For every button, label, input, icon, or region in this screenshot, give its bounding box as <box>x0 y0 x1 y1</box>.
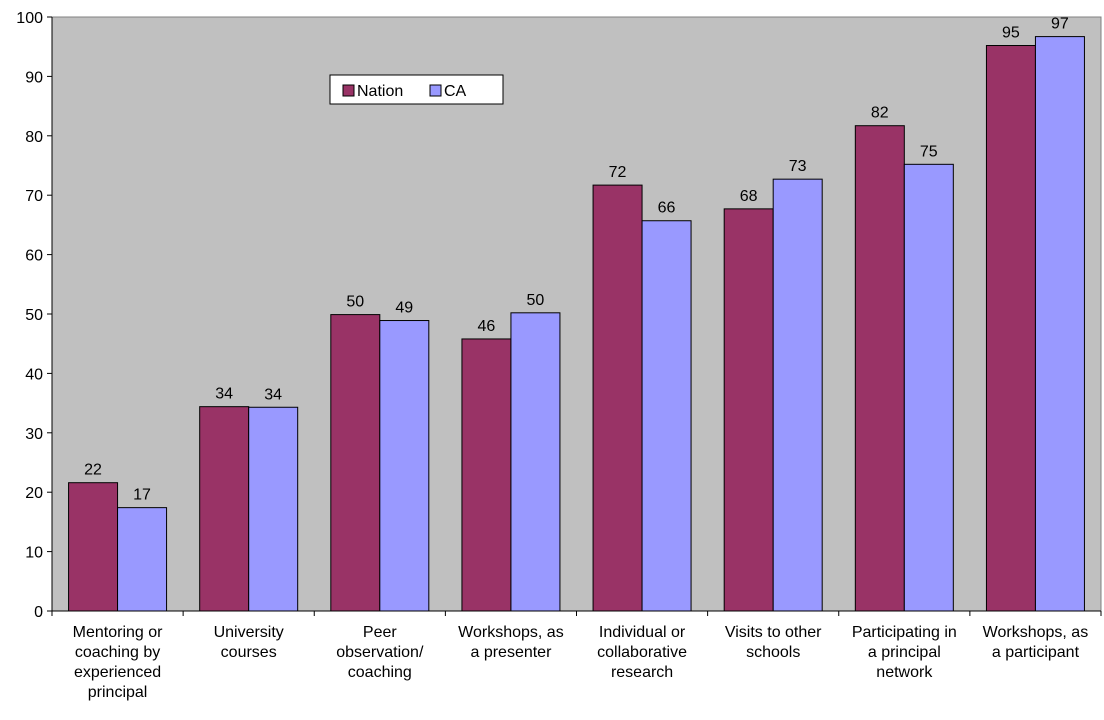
category-label-2: Peer observation/coaching <box>336 624 424 681</box>
legend-swatch-ca <box>429 84 442 97</box>
data-label-ca-1: 34 <box>264 386 282 403</box>
y-tick-label: 80 <box>25 129 43 146</box>
category-label-6: Participating in a principal network <box>852 624 957 681</box>
bar-nation-4 <box>592 184 643 612</box>
y-tick-label: 20 <box>25 485 43 502</box>
y-tick-label: 70 <box>25 188 43 205</box>
y-tick-label: 90 <box>25 69 43 86</box>
data-label-nation-1: 34 <box>215 386 233 403</box>
data-label-ca-0: 17 <box>133 487 151 504</box>
data-label-ca-2: 49 <box>395 300 413 317</box>
category-label-3: Workshops, as a presenter <box>458 624 564 661</box>
data-labels: 22 17 34 34 50 49 46 50 72 66 68 73 82 75 95 97 <box>84 16 1069 504</box>
data-label-nation-5: 68 <box>740 188 758 205</box>
data-label-ca-5: 73 <box>789 158 807 175</box>
y-tick-label: 60 <box>25 248 43 265</box>
category-label-0: Mentoring or coaching by experienced princi… <box>73 624 163 701</box>
bar-ca-5 <box>772 178 823 612</box>
legend-box <box>329 74 504 105</box>
bar-ca-3 <box>510 312 561 612</box>
y-tick-label: 50 <box>25 307 43 324</box>
y-tick-label: 0 <box>34 604 43 621</box>
bar-nation-7 <box>985 45 1036 612</box>
y-tick-label: 40 <box>25 366 43 383</box>
legend-swatch-nation <box>342 84 355 97</box>
data-label-nation-4: 72 <box>609 164 627 181</box>
legend: Nation CA <box>329 74 504 105</box>
bar-ca-2 <box>379 320 430 612</box>
bar-ca-1 <box>248 406 299 612</box>
legend-label-nation: Nation <box>357 83 403 100</box>
data-label-nation-2: 50 <box>346 294 364 311</box>
y-tick-label: 30 <box>25 426 43 443</box>
category-label-7: Workshops, as a participant <box>983 624 1089 661</box>
y-tick-label: 100 <box>16 10 43 27</box>
bars <box>68 36 1085 612</box>
data-label-nation-7: 95 <box>1002 25 1020 42</box>
bar-ca-7 <box>1034 36 1085 612</box>
bar-nation-0 <box>68 482 119 612</box>
bar-nation-5 <box>723 208 774 612</box>
data-label-ca-7: 97 <box>1051 16 1069 33</box>
data-label-nation-3: 46 <box>478 318 496 335</box>
bar-nation-1 <box>199 406 250 612</box>
data-label-nation-6: 82 <box>871 105 889 122</box>
category-label-4: Individual or collaborative research <box>597 624 687 681</box>
axes: 0 10 20 30 40 50 60 70 80 90 100 Mentoring or coachi… <box>16 10 1102 701</box>
bar-ca-4 <box>641 220 692 612</box>
legend-label-ca: CA <box>444 83 467 100</box>
bar-ca-0 <box>117 507 168 612</box>
category-label-5: Visits to other schools <box>725 624 822 661</box>
bar-nation-6 <box>854 125 905 612</box>
bar-nation-2 <box>330 314 381 612</box>
data-label-ca-6: 75 <box>920 143 938 160</box>
bar-nation-3 <box>461 338 512 612</box>
data-label-ca-4: 66 <box>658 200 676 217</box>
data-label-ca-3: 50 <box>527 292 545 309</box>
y-tick-label: 10 <box>25 545 43 562</box>
data-label-nation-0: 22 <box>84 462 102 479</box>
category-label-1: University courses <box>214 624 284 661</box>
bar-ca-6 <box>903 163 954 612</box>
